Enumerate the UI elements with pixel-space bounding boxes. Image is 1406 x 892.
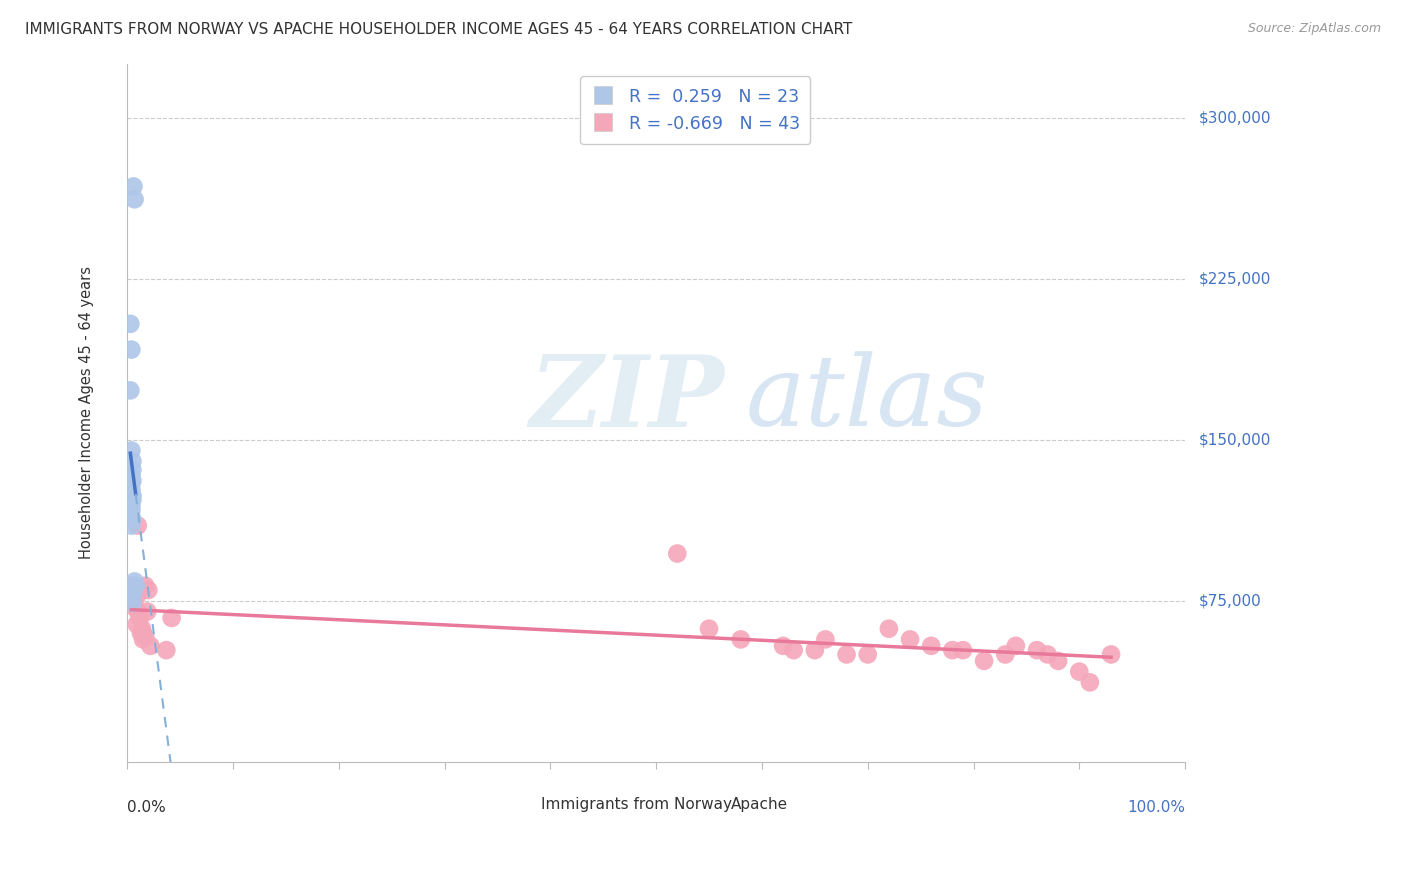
Point <box>125 617 148 632</box>
FancyBboxPatch shape <box>693 795 723 814</box>
Point <box>120 443 142 458</box>
Point <box>160 611 183 625</box>
Point <box>920 639 942 653</box>
Point <box>132 632 155 647</box>
Point <box>120 469 142 483</box>
FancyBboxPatch shape <box>503 795 533 814</box>
Point <box>814 632 837 647</box>
Point <box>856 648 879 662</box>
Point <box>730 632 752 647</box>
Text: $300,000: $300,000 <box>1199 111 1271 125</box>
Point <box>804 643 827 657</box>
Text: $150,000: $150,000 <box>1199 433 1271 447</box>
Point <box>121 512 143 526</box>
Text: Source: ZipAtlas.com: Source: ZipAtlas.com <box>1247 22 1381 36</box>
Point <box>124 579 146 593</box>
Point <box>122 582 145 597</box>
Point <box>666 547 689 561</box>
Text: IMMIGRANTS FROM NORWAY VS APACHE HOUSEHOLDER INCOME AGES 45 - 64 YEARS CORRELATI: IMMIGRANTS FROM NORWAY VS APACHE HOUSEHO… <box>25 22 852 37</box>
Point <box>136 605 159 619</box>
Point <box>132 626 155 640</box>
Point <box>1069 665 1091 679</box>
Point <box>124 600 146 615</box>
Point <box>125 590 148 604</box>
Point <box>122 590 145 604</box>
Point <box>120 518 142 533</box>
Point <box>120 317 142 331</box>
Point <box>835 648 858 662</box>
Point <box>1004 639 1026 653</box>
Text: Householder Income Ages 45 - 64 years: Householder Income Ages 45 - 64 years <box>80 267 94 559</box>
Point <box>1099 648 1122 662</box>
Point <box>134 579 156 593</box>
Point <box>121 596 143 610</box>
Text: atlas: atlas <box>747 351 988 447</box>
Point <box>994 648 1017 662</box>
Text: 0.0%: 0.0% <box>127 800 166 815</box>
Point <box>120 343 142 357</box>
Point <box>952 643 974 657</box>
Text: ZIP: ZIP <box>529 351 724 447</box>
Point <box>121 590 143 604</box>
Point <box>772 639 794 653</box>
Point <box>124 192 146 206</box>
Point <box>121 463 143 477</box>
Point <box>128 611 150 625</box>
Point <box>120 579 142 593</box>
Point <box>120 500 142 514</box>
Text: Immigrants from Norway: Immigrants from Norway <box>541 797 733 812</box>
Point <box>941 643 963 657</box>
Point <box>973 654 995 668</box>
Text: $225,000: $225,000 <box>1199 271 1271 286</box>
Point <box>121 492 143 507</box>
Text: 100.0%: 100.0% <box>1128 800 1185 815</box>
Point <box>155 643 177 657</box>
Point <box>127 518 149 533</box>
Point <box>121 596 143 610</box>
Point <box>134 630 156 644</box>
Point <box>139 639 162 653</box>
Text: $75,000: $75,000 <box>1199 593 1261 608</box>
Point <box>121 454 143 468</box>
Point <box>121 489 143 503</box>
Point <box>121 474 143 488</box>
Point <box>120 482 142 496</box>
Point <box>782 643 804 657</box>
Legend: R =  0.259   N = 23, R = -0.669   N = 43: R = 0.259 N = 23, R = -0.669 N = 43 <box>581 76 810 145</box>
Point <box>120 384 142 398</box>
Point <box>120 503 142 517</box>
Point <box>1078 675 1101 690</box>
Point <box>1026 643 1049 657</box>
Point <box>1047 654 1070 668</box>
Point <box>124 574 146 589</box>
Text: Apache: Apache <box>731 797 789 812</box>
Point <box>138 582 160 597</box>
Point <box>120 475 142 490</box>
Point <box>1036 648 1059 662</box>
Point <box>122 179 145 194</box>
Point <box>877 622 900 636</box>
Point <box>131 622 153 636</box>
Point <box>697 622 720 636</box>
Point <box>898 632 921 647</box>
Point <box>129 626 152 640</box>
Point <box>127 605 149 619</box>
